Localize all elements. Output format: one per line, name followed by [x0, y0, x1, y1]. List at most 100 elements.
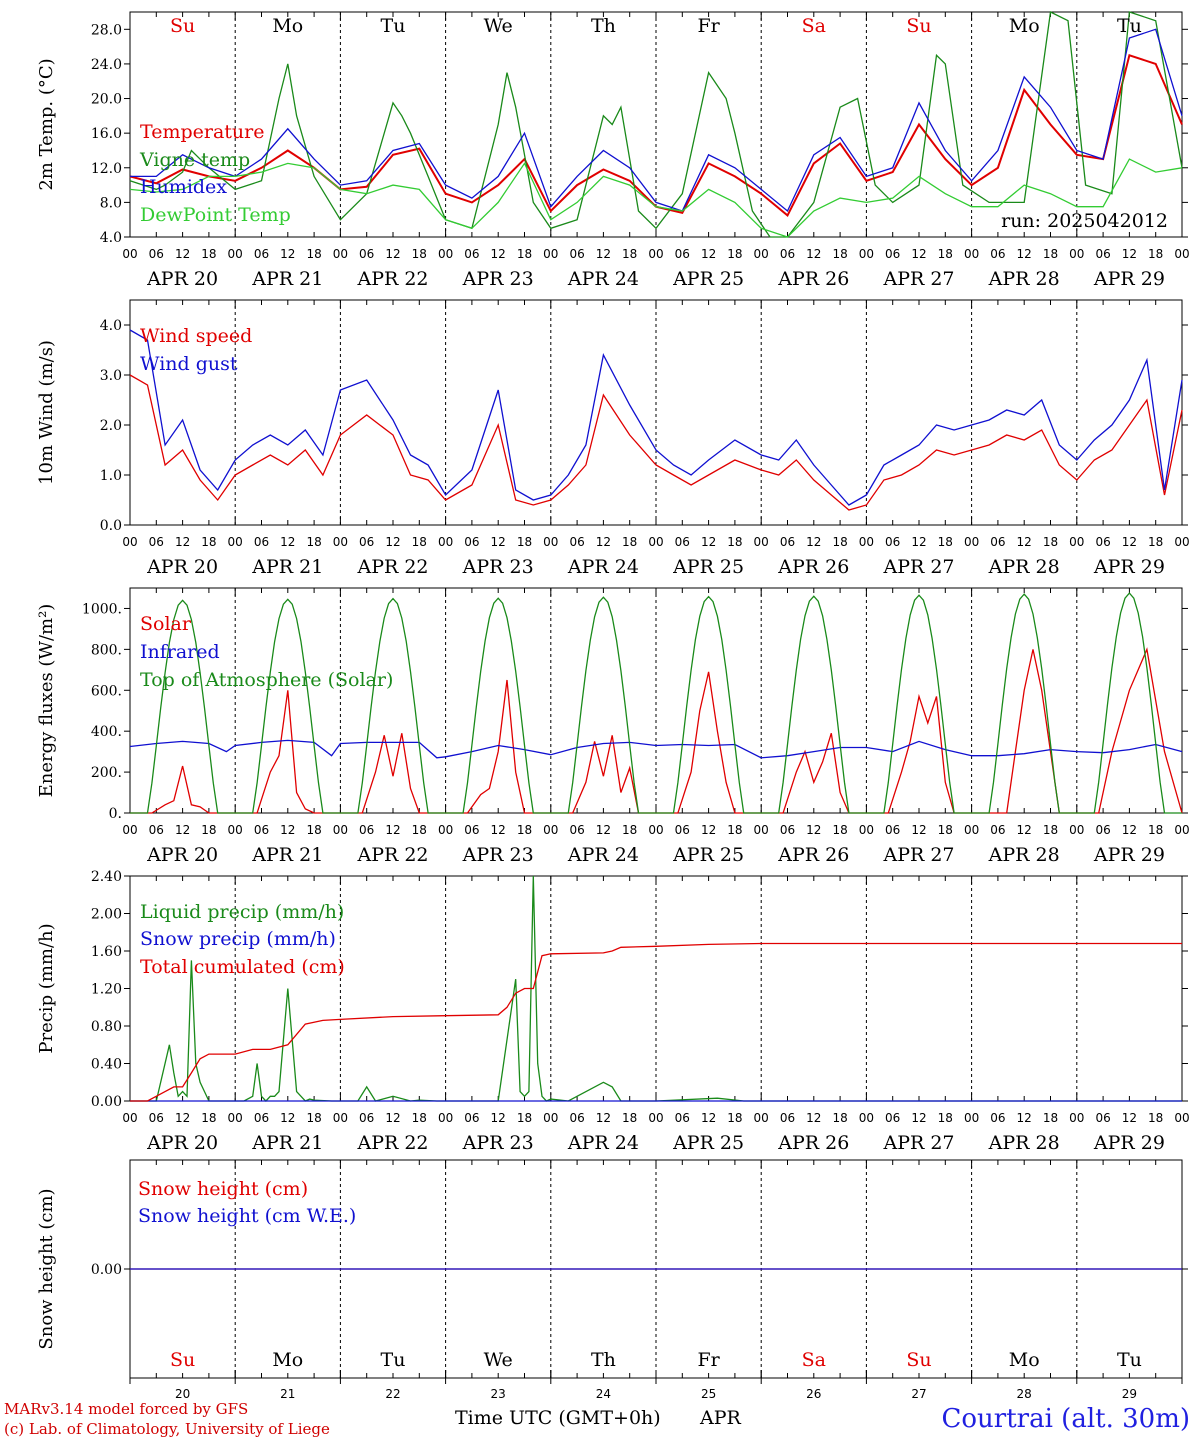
hour-label: 18 — [938, 247, 953, 261]
date-label: APR 29 — [1093, 556, 1165, 578]
hour-label: 18 — [727, 823, 742, 837]
hour-label: 00 — [333, 1111, 348, 1125]
run-annotation: run: 2025042012 — [1001, 210, 1168, 232]
hour-label: 12 — [1017, 247, 1032, 261]
hour-label: 12 — [1017, 535, 1032, 549]
hour-label: 18 — [201, 823, 216, 837]
hour-label: 00 — [333, 247, 348, 261]
hour-label: 06 — [1095, 247, 1110, 261]
date-label: APR 29 — [1093, 268, 1165, 290]
day-name-top: Mo — [272, 15, 303, 37]
hour-label: 12 — [175, 535, 190, 549]
date-label: APR 21 — [251, 844, 323, 866]
y-axis-label: Snow height (cm) — [36, 1188, 57, 1349]
hour-label: 18 — [1148, 535, 1163, 549]
hour-label: 06 — [675, 247, 690, 261]
hour-label: 12 — [491, 247, 506, 261]
y-tick-label: 1.20 — [91, 982, 122, 998]
footer-model: MARv3.14 model forced by GFS — [4, 1400, 248, 1418]
panel-frame-2 — [129, 587, 1183, 814]
hour-label: 18 — [1043, 535, 1058, 549]
hour-label: 00 — [228, 247, 243, 261]
bottom-date-label: 22 — [385, 1387, 400, 1401]
y-tick-label: 1.60 — [91, 944, 122, 960]
y-tick-label: 8.0 — [100, 195, 122, 211]
hour-label: 12 — [1122, 1111, 1137, 1125]
y-tick-label: 0.80 — [91, 1019, 122, 1035]
y-tick-label: 0.00 — [91, 1262, 122, 1278]
y-tick-label: 1000. — [82, 601, 122, 617]
date-label: APR 27 — [882, 844, 954, 866]
hour-label: 12 — [701, 535, 716, 549]
legend-entry: Snow height (cm W.E.) — [138, 1205, 356, 1227]
hour-label: 18 — [832, 247, 847, 261]
date-label: APR 28 — [988, 1132, 1060, 1154]
series-line-wind-speed — [129, 374, 1183, 511]
hour-label: 12 — [1122, 535, 1137, 549]
day-name-top: Su — [170, 15, 195, 37]
hour-label: 18 — [727, 535, 742, 549]
date-label: APR 22 — [356, 844, 428, 866]
hour-label: 00 — [1069, 535, 1084, 549]
hour-label: 18 — [306, 1111, 321, 1125]
hour-label: 12 — [385, 823, 400, 837]
date-label: APR 20 — [146, 844, 218, 866]
hour-label: 18 — [517, 1111, 532, 1125]
day-name-top: Tu — [381, 15, 406, 37]
hour-label: 00 — [543, 1111, 558, 1125]
hour-label: 06 — [149, 535, 164, 549]
hour-label: 12 — [1122, 247, 1137, 261]
bottom-date-label: 26 — [806, 1387, 821, 1401]
day-name-top: We — [484, 15, 513, 37]
hour-label: 12 — [806, 535, 821, 549]
hour-label: 12 — [911, 823, 926, 837]
date-label: APR 21 — [251, 556, 323, 578]
hour-label: 06 — [675, 1111, 690, 1125]
hour-label: 06 — [885, 535, 900, 549]
hour-label: 06 — [990, 823, 1005, 837]
hour-label: 18 — [938, 1111, 953, 1125]
hour-label: 06 — [254, 1111, 269, 1125]
bottom-date-label: 23 — [491, 1387, 506, 1401]
day-name-top: Mo — [1009, 15, 1040, 37]
hour-label: 06 — [990, 247, 1005, 261]
legend-entry: Wind gust — [140, 353, 238, 375]
hour-label: 12 — [385, 1111, 400, 1125]
hour-label: 06 — [780, 535, 795, 549]
hour-label: 06 — [359, 1111, 374, 1125]
y-tick-label: 28.0 — [91, 22, 122, 38]
hour-label: 00 — [1174, 823, 1189, 837]
hour-label: 00 — [438, 535, 453, 549]
series-line-dewpoint-temp — [129, 158, 1183, 238]
hour-label: 00 — [754, 535, 769, 549]
hour-label: 18 — [727, 1111, 742, 1125]
bottom-date-label: 24 — [596, 1387, 611, 1401]
bottom-date-label: 27 — [911, 1387, 926, 1401]
hour-label: 00 — [964, 823, 979, 837]
hour-label: 12 — [175, 247, 190, 261]
date-label: APR 25 — [672, 268, 744, 290]
hour-label: 00 — [648, 823, 663, 837]
hour-label: 06 — [254, 535, 269, 549]
y-tick-label: 12.0 — [91, 161, 122, 177]
y-tick-label: 800. — [91, 642, 122, 658]
legend-entry: Total cumulated (cm) — [140, 956, 345, 978]
bottom-date-label: 25 — [701, 1387, 716, 1401]
date-label: APR 23 — [462, 844, 534, 866]
date-label: APR 28 — [988, 556, 1060, 578]
y-axis-label: Energy fluxes (W/m²) — [36, 604, 57, 798]
hour-label: 12 — [911, 535, 926, 549]
y-axis-label: 10m Wind (m/s) — [36, 340, 57, 485]
date-label: APR 25 — [672, 844, 744, 866]
hour-label: 12 — [701, 823, 716, 837]
bottom-date-label: 28 — [1017, 1387, 1032, 1401]
hour-label: 06 — [885, 247, 900, 261]
hour-label: 18 — [622, 535, 637, 549]
day-name-bottom: Mo — [272, 1349, 303, 1371]
date-label: APR 22 — [356, 268, 428, 290]
hour-label: 18 — [622, 1111, 637, 1125]
hour-label: 06 — [359, 247, 374, 261]
hour-label: 00 — [1069, 823, 1084, 837]
hour-label: 00 — [754, 823, 769, 837]
hour-label: 00 — [543, 247, 558, 261]
